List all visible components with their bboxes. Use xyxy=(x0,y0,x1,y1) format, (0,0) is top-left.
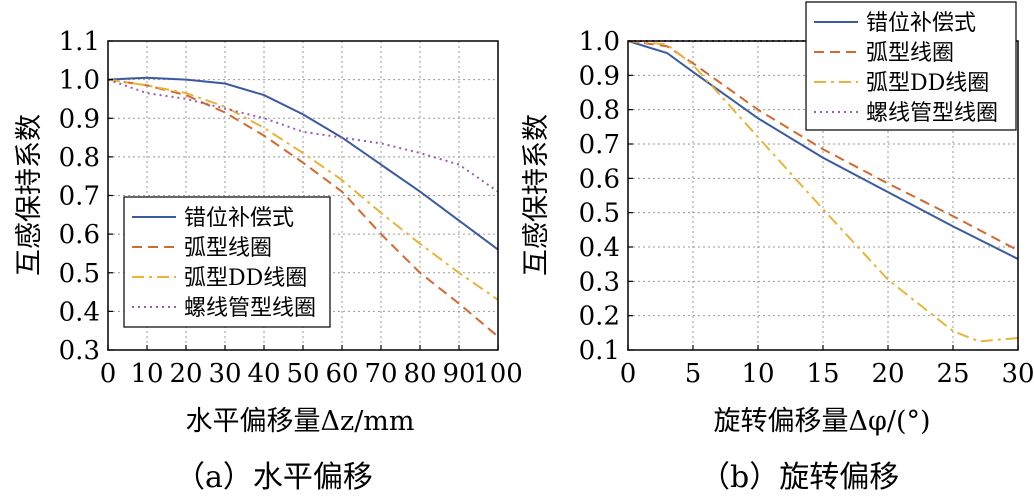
series-line-1 xyxy=(627,40,1019,252)
y-tick-label: 0.8 xyxy=(59,143,100,173)
x-tick-label: 20 xyxy=(871,359,904,389)
x-tick-label: 80 xyxy=(403,359,436,389)
x-tick-label: 60 xyxy=(325,359,358,389)
x-tick-label: 50 xyxy=(286,359,319,389)
y-tick-label: 0.9 xyxy=(59,104,100,134)
series-line-2 xyxy=(627,40,1019,343)
series-line-1 xyxy=(107,78,499,338)
y-tick-label: 0.5 xyxy=(59,259,100,289)
x-tick-label: 10 xyxy=(741,359,774,389)
x-tick-label: 15 xyxy=(806,359,839,389)
x-tick-label: 10 xyxy=(130,359,163,389)
y-tick-label: 1.0 xyxy=(59,66,100,96)
legend-label-3: 螺线管型线圈 xyxy=(184,296,316,321)
x-tick-label: 40 xyxy=(247,359,280,389)
y-tick-label: 0.5 xyxy=(579,199,620,229)
legend-label-2: 弧型DD线圈 xyxy=(866,71,989,96)
y-tick-label: 0.1 xyxy=(579,336,620,366)
series-line-2 xyxy=(107,78,499,301)
series-line-3 xyxy=(107,78,499,193)
x-axis-label: 水平偏移量Δz/mm xyxy=(185,406,414,437)
series-line-0 xyxy=(627,40,1019,260)
series-group xyxy=(107,76,499,338)
x-axis-label: 旋转偏移量Δφ/(°) xyxy=(713,406,930,437)
y-tick-label: 0.7 xyxy=(579,130,620,160)
caption-b: （b）旋转偏移 xyxy=(700,460,900,495)
chart-rotation-offset: 0 5 10 15 20 25 30 0.1 0.2 0.3 0.4 0.5 0.6 0.7 0.8 0.9 1… xyxy=(521,1,1034,437)
legend-label-0: 错位补偿式 xyxy=(866,11,976,36)
legend-label-1: 弧型线圈 xyxy=(184,236,272,261)
x-tick-label: 100 xyxy=(473,359,523,389)
y-tick-label: 1.0 xyxy=(579,27,620,57)
y-tick-label: 0.4 xyxy=(579,233,620,263)
legend-label-1: 弧型线圈 xyxy=(866,41,954,66)
y-tick-label: 0.3 xyxy=(59,336,100,366)
y-tick-label: 0.9 xyxy=(579,61,620,91)
legend-box xyxy=(123,196,331,328)
x-tick-label: 90 xyxy=(442,359,475,389)
series-line-0 xyxy=(107,76,499,251)
x-tick-label: 30 xyxy=(1001,359,1034,389)
x-tick-label: 70 xyxy=(364,359,397,389)
y-tick-label: 0.6 xyxy=(59,220,100,250)
x-tick-label: 0 xyxy=(620,359,637,389)
legend-label-3: 螺线管型线圈 xyxy=(866,101,998,126)
x-tick-label: 25 xyxy=(936,359,969,389)
y-tick-label: 0.2 xyxy=(579,302,620,332)
y-tick-label: 0.3 xyxy=(579,267,620,297)
legend-label-2: 弧型DD线圈 xyxy=(184,266,307,291)
x-tick-label: 20 xyxy=(169,359,202,389)
caption-a: （a）水平偏移 xyxy=(175,460,373,495)
y-tick-label: 1.1 xyxy=(59,27,100,57)
y-tick-label: 0.4 xyxy=(59,297,100,327)
y-tick-label: 0.6 xyxy=(579,164,620,194)
x-tick-label: 30 xyxy=(208,359,241,389)
legend-label-0: 错位补偿式 xyxy=(184,206,294,231)
x-tick-label: 5 xyxy=(685,359,702,389)
legend-box xyxy=(805,1,1017,131)
x-tick-label: 0 xyxy=(100,359,117,389)
y-axis-label: 互感保持系数 xyxy=(521,114,552,276)
y-tick-label: 0.7 xyxy=(59,182,100,212)
y-axis-label: 互感保持系数 xyxy=(14,114,45,276)
y-tick-label: 0.8 xyxy=(579,96,620,126)
